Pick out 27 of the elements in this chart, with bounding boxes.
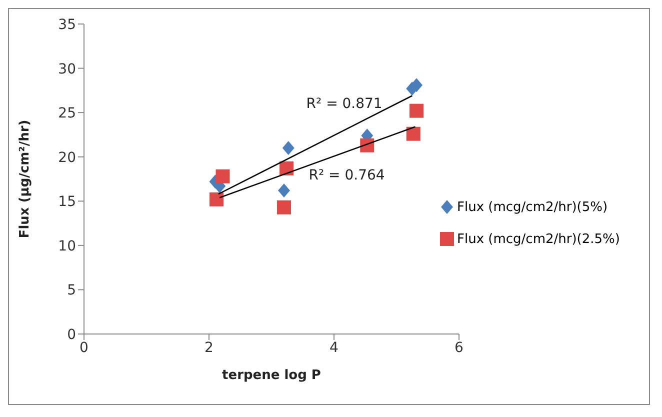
y-tick-label: 15: [58, 194, 76, 210]
y-tick-label: 5: [67, 282, 76, 299]
x-tick-label: 6: [454, 340, 464, 356]
x-tick-label: 2: [204, 340, 214, 356]
legend-label: Flux (mcg/cm2/hr)(2.5%): [457, 232, 620, 246]
point: [210, 192, 224, 206]
y-tick-label: 10: [58, 238, 76, 254]
y-tick-label: 30: [58, 61, 76, 78]
y-tick-label: 0: [67, 326, 76, 343]
point: [277, 200, 291, 214]
annotation: R² = 0.764: [308, 167, 385, 184]
y-tick-label: 25: [58, 106, 76, 122]
point: [282, 141, 294, 155]
x-tick-label: 4: [330, 340, 339, 356]
point: [410, 104, 424, 118]
point: [278, 184, 290, 198]
x-axis-title: terpene log P: [222, 368, 321, 383]
legend-label: Flux (mcg/cm2/hr)(5%): [457, 200, 608, 214]
point: [410, 78, 422, 92]
point: [360, 138, 374, 152]
y-axis-title: Flux (µg/cm²/hr): [18, 120, 33, 238]
annotation: R² = 0.871: [306, 96, 382, 112]
point: [216, 169, 230, 184]
y-tick-label: 35: [58, 16, 76, 33]
x-tick-label: 0: [80, 340, 88, 356]
y-tick-label: 20: [58, 150, 76, 166]
point: [406, 126, 420, 141]
